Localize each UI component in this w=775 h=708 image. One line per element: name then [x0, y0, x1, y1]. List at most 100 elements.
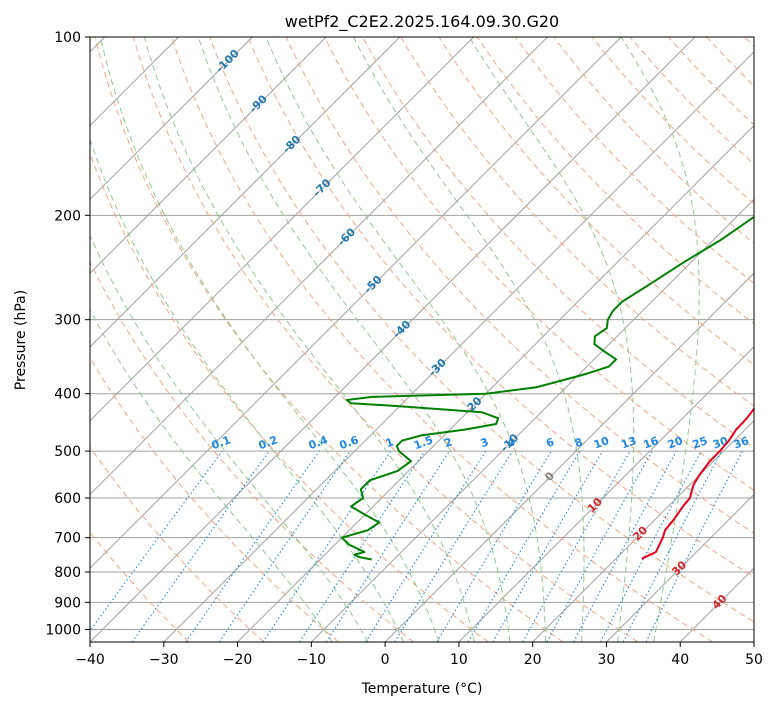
- mixing-ratio-line: [365, 450, 487, 642]
- y-tick-label: 800: [54, 565, 81, 581]
- dry-adiabat: [515, 37, 754, 285]
- dry-adiabat: [667, 37, 754, 126]
- mixing-ratio-line: [522, 450, 631, 642]
- y-tick-label: 500: [54, 444, 81, 460]
- mixing-ratio-label: 36: [732, 434, 751, 452]
- y-tick-label: 900: [54, 595, 81, 611]
- mixing-ratio-label: 0.1: [210, 433, 233, 452]
- mixing-ratio-label: 8: [573, 435, 585, 450]
- y-tick-label: 100: [54, 30, 81, 46]
- dry-adiabat: [362, 37, 754, 449]
- x-tick-label: 10: [450, 652, 468, 668]
- dry-adiabat: [247, 37, 754, 578]
- x-tick-label: −40: [75, 652, 105, 668]
- y-tick-label: 700: [54, 531, 81, 547]
- isotherm: [606, 493, 754, 642]
- isotherm: [458, 346, 754, 642]
- profiles: [340, 215, 754, 561]
- mixing-ratio-line: [325, 450, 450, 642]
- mixing-ratio-line: [218, 450, 351, 642]
- mixing-ratio-line: [394, 450, 513, 642]
- mixing-ratio-label: 25: [691, 434, 710, 451]
- mixing-ratio-line: [436, 450, 552, 642]
- mixing-ratio-label: 1.5: [412, 433, 435, 452]
- dry-adiabat: [171, 37, 713, 642]
- isotherm: [90, 37, 327, 274]
- dry-adiabat: [90, 260, 414, 642]
- x-tick-label: −30: [149, 652, 179, 668]
- x-axis: −40 −30 −20 −10 0 10 20 30 40 50: [75, 642, 763, 668]
- mixing-ratio-label: 0.4: [307, 433, 330, 452]
- x-axis-label: Temperature (°C): [361, 681, 483, 697]
- isotherm: [679, 567, 754, 642]
- y-tick-label: 200: [54, 208, 81, 224]
- isotherm: [163, 51, 754, 642]
- mixing-ratio-line: [600, 450, 702, 642]
- dry-adiabat: [476, 37, 754, 325]
- isotherm: [90, 37, 401, 348]
- isotherm: [753, 641, 754, 642]
- x-tick-label: −10: [297, 652, 327, 668]
- dry-adiabat: [90, 356, 339, 642]
- moist-adiabat: [353, 37, 585, 642]
- x-tick-label: 40: [671, 652, 689, 668]
- moist-adiabat: [143, 37, 475, 642]
- isotherm: [310, 198, 754, 642]
- isotherm: [90, 37, 475, 422]
- moist-adiabat: [90, 234, 369, 642]
- x-tick-label: 20: [524, 652, 542, 668]
- mixing-ratio-line: [573, 450, 677, 642]
- temperature-line: [641, 407, 754, 560]
- mixing-ratio-label: 0.6: [338, 433, 361, 452]
- dewpoint-line: [340, 215, 754, 561]
- dry-adiabat: [90, 152, 489, 642]
- moist-adiabat: [468, 37, 635, 642]
- y-tick-label: 300: [54, 313, 81, 329]
- dry-adiabat: [438, 37, 754, 366]
- moist-adiabat: [265, 37, 547, 642]
- mixing-ratio-label: 6: [544, 435, 556, 450]
- moist-adiabat: [197, 37, 511, 642]
- isotherm: [90, 37, 548, 496]
- dry-adiabat: [553, 37, 754, 245]
- mixing-ratio-line: [546, 450, 653, 642]
- x-tick-label: −20: [223, 652, 253, 668]
- dry-adiabat: [285, 37, 754, 534]
- isotherm: [90, 37, 622, 569]
- moist-adiabat: [90, 308, 333, 642]
- y-tick-label: 400: [54, 387, 81, 403]
- dry-adiabat: [744, 37, 754, 48]
- x-tick-label: 30: [598, 652, 616, 668]
- isotherm: [90, 37, 696, 642]
- mixing-ratio-label: 30: [711, 434, 730, 452]
- isotherm-label: -60: [335, 225, 358, 248]
- dry-adiabat: [323, 37, 754, 491]
- mixing-ratio-line: [299, 450, 426, 642]
- mixing-ratio-label: 3: [479, 435, 491, 450]
- plot-frame: [89, 36, 755, 643]
- dry-adiabat: [209, 37, 754, 623]
- isotherm: [90, 37, 253, 201]
- isotherm-label: -70: [310, 176, 333, 199]
- mixing-ratio-label: 1: [384, 435, 396, 450]
- moist-adiabat: [99, 37, 440, 642]
- y-axis-label: Pressure (hPa): [13, 290, 29, 390]
- chart-title: wetPf2_C2E2.2025.164.09.30.G20: [285, 12, 559, 32]
- dry-adiabat: [591, 37, 754, 205]
- mixing-ratio-line: [645, 450, 743, 642]
- mixing-ratio-label: 20: [666, 434, 685, 452]
- dry-adiabat: [94, 37, 564, 642]
- dry-adiabat: [132, 37, 639, 642]
- dry-adiabat: [629, 37, 754, 165]
- isotherm-label: 20: [630, 523, 650, 543]
- y-tick-label: 600: [54, 491, 81, 507]
- moist-adiabat: [90, 137, 405, 642]
- moist-adiabat: [620, 37, 700, 642]
- mixing-ratio-label: 10: [592, 434, 611, 452]
- isotherm: [384, 272, 754, 642]
- mixing-ratio-line: [90, 450, 223, 632]
- mixing-ratio-line: [185, 450, 320, 642]
- isotherm-label: -100: [213, 47, 242, 76]
- mixing-ratio-label: 2: [442, 435, 454, 450]
